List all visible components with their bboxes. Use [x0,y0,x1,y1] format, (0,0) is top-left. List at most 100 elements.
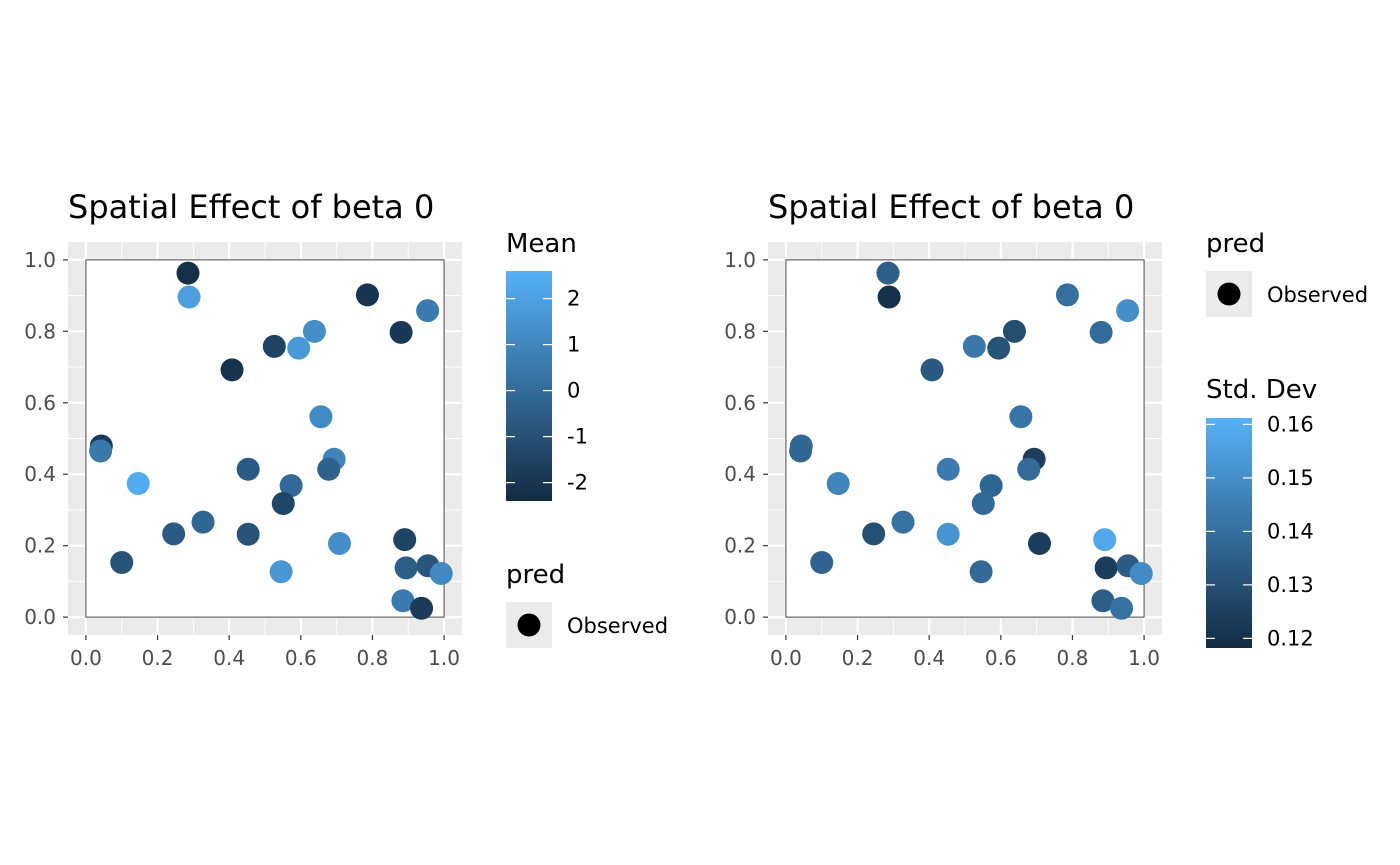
chart-1-data-point [236,457,260,481]
chart-2-data-point [1091,589,1115,613]
chart-1-data-point [391,589,415,613]
chart-1-colorbar-label: 1 [567,333,580,357]
chart-2-data-point [891,510,915,534]
chart-2-data-point [1116,299,1140,323]
chart-2-data-point [1009,405,1033,429]
chart-1-points [89,261,453,620]
chart-1-x-tick-label: 0.4 [213,646,245,670]
chart-1-data-point [416,299,440,323]
chart-1-data-point [126,472,150,496]
chart-2: Spatial Effect of beta 0 0.0 0.2 0.4 0.6 0.8 1… [724,188,1368,670]
chart-2-data-point [920,358,944,382]
chart-1-title: Spatial Effect of beta 0 [68,188,434,226]
chart-2-points [789,261,1153,620]
chart-1-colorbar-label: 2 [567,287,580,311]
chart-2-y-tick-label: 1.0 [724,248,756,272]
chart-2-data-point [979,474,1003,498]
chart-1-data-point [177,285,201,309]
chart-2-shape-legend-symbol [1217,282,1241,306]
chart-1-domain-boundary [85,259,445,618]
chart-2-data-point [862,522,886,546]
chart-2-shape-legend-label: Observed [1267,283,1368,307]
chart-2-x-tick-label: 0.0 [770,646,802,670]
chart-2-title: Spatial Effect of beta 0 [768,188,1134,226]
chart-1-data-point [302,319,326,343]
chart-1-colorbar-label: 0 [567,379,580,403]
chart-2-data-point [1017,457,1041,481]
chart-1-data-point [110,550,134,574]
chart-2-data-point [1055,283,1079,307]
chart-1-data-point [262,334,286,358]
chart-2-data-point [936,522,960,546]
chart-1-data-point [355,283,379,307]
chart-1-data-point [328,532,352,556]
chart-1-x-tick-label: 1.0 [428,646,460,670]
chart-1-shape-legend-title: pred [506,560,565,590]
chart-1-data-point [236,522,260,546]
chart-2-colorbar-label: 0.13 [1267,573,1314,597]
chart-1-y-tick-label: 0.4 [24,462,56,486]
chart-2-data-point [826,472,850,496]
chart-2-data-point [936,457,960,481]
chart-2-y-tick-label: 0.6 [724,391,756,415]
chart-1-data-point [317,457,341,481]
chart-2-y-tick-label: 0.4 [724,462,756,486]
chart-2-data-point [1129,562,1153,586]
chart-1-data-point [269,560,293,584]
chart-2-data-point [1093,528,1117,552]
chart-2-domain-boundary [785,259,1145,618]
chart-2-data-point [962,334,986,358]
chart-2-colorbar-label: 0.14 [1267,519,1314,543]
chart-1-data-point [389,320,413,344]
chart-1-y-tick-label: 0.0 [24,605,56,629]
chart-1-shape-legend-symbol [517,613,541,637]
chart-2-x-tick-label: 0.6 [985,646,1017,670]
chart-2-x-tick-label: 0.8 [1057,646,1089,670]
chart-1-x-tick-label: 0.0 [70,646,102,670]
chart-1-data-point [279,474,303,498]
chart-1-data-point [393,528,417,552]
chart-2-y-tick-label: 0.0 [724,605,756,629]
chart-2-data-point [971,492,995,516]
chart-2-y-tick-label: 0.8 [724,319,756,343]
chart-2-data-point [1110,596,1134,620]
chart-2-color-legend: Std. Dev 0.16 0.15 0.14 0.13 0.12 [1206,375,1317,650]
chart-1-x-tick-label: 0.8 [357,646,389,670]
chart-1-y-tick-label: 0.6 [24,391,56,415]
chart-1-colorbar-label: -2 [567,471,588,495]
chart-2-data-point [1094,556,1118,580]
chart-1-data-point [394,556,418,580]
chart-1-colorbar [506,271,552,501]
chart-1-x-tick-label: 0.2 [142,646,174,670]
chart-1-data-point [191,510,215,534]
chart-2-shape-legend-title: pred [1206,229,1265,259]
chart-1-data-point [162,522,186,546]
chart-2-color-legend-title: Std. Dev [1206,375,1317,405]
chart-2-data-point [1089,320,1113,344]
chart-2-colorbar [1206,418,1252,648]
chart-1-data-point [271,492,295,516]
chart-2-data-point [877,285,901,309]
chart-2-x-tick-label: 1.0 [1128,646,1160,670]
chart-2-x-tick-label: 0.2 [842,646,874,670]
chart-2-data-point [876,261,900,285]
chart-2-colorbar-label: 0.16 [1267,412,1314,436]
chart-1-colorbar-label: -1 [567,425,588,449]
chart-1-y-tick-label: 0.8 [24,319,56,343]
chart-1-data-point [220,358,244,382]
chart-1-data-point [89,439,113,463]
chart-2-data-point [969,560,993,584]
chart-2-data-point [789,439,813,463]
chart-1-data-point [176,261,200,285]
chart-1-shape-legend-label: Observed [567,614,668,638]
chart-2-data-point [810,550,834,574]
chart-1: Spatial Effect of beta 0 0.0 0.2 0.4 0.6 0.8 1… [24,188,668,670]
chart-1-data-point [429,562,453,586]
chart-1-data-point [287,336,311,360]
chart-2-colorbar-label: 0.15 [1267,466,1314,490]
chart-1-y-tick-label: 1.0 [24,248,56,272]
chart-2-x-tick-label: 0.4 [913,646,945,670]
